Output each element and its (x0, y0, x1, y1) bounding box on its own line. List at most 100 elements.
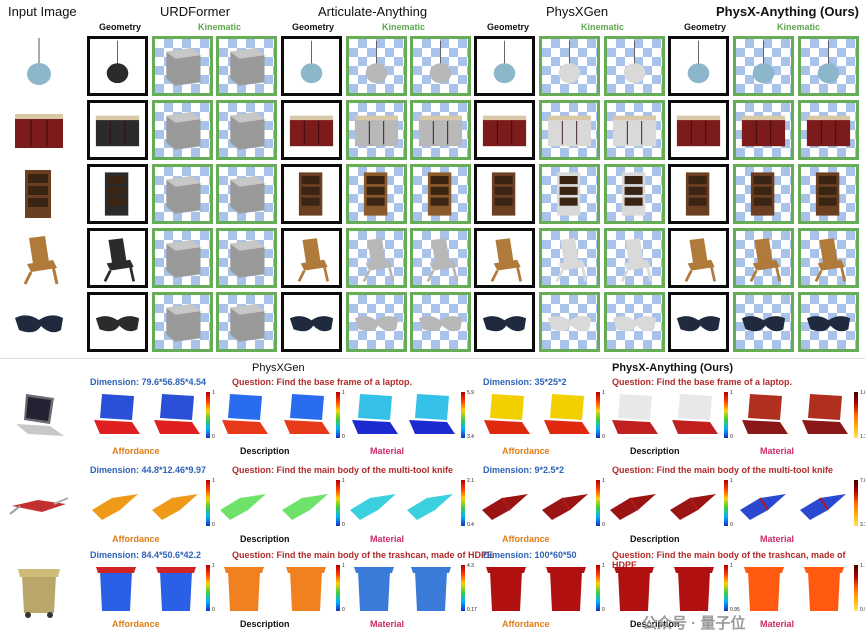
section-divider (0, 358, 865, 359)
question-label: Question: Find the main body of the mult… (232, 465, 453, 475)
description-label: Description (240, 446, 290, 456)
scale-min: 1.2 (860, 434, 865, 440)
attribute-render (798, 565, 850, 613)
material-label: Material (760, 446, 795, 456)
kinematic-render-pendant-lamp (798, 36, 859, 96)
geometry-render-pendant-lamp (668, 36, 729, 96)
geometry-render-bookshelf (668, 164, 729, 224)
scale-max: 1 (212, 478, 215, 484)
kinematic-render-sunglasses (539, 292, 600, 352)
kinematic-render-folding-chair (733, 228, 794, 288)
kinematic-label: Kinematic (198, 22, 242, 32)
geometry-render-folding-chair (668, 228, 729, 288)
attribute-render (668, 392, 720, 440)
geometry-label: Geometry (487, 22, 530, 32)
scale-max: 1 (730, 563, 733, 569)
kinematic-render-sunglasses (733, 292, 794, 352)
geometry-render-kitchen-cabinet (668, 100, 729, 160)
attribute-render (90, 392, 142, 440)
attribute-render (218, 480, 270, 528)
scale-max: 1 (730, 390, 733, 396)
color-scale-bar (461, 392, 465, 438)
attribute-render (738, 392, 790, 440)
geometry-render-sunglasses (87, 292, 148, 352)
affordance-label: Affordance (502, 534, 550, 544)
geometry-render-sunglasses (474, 292, 535, 352)
affordance-label: Affordance (112, 446, 160, 456)
attribute-render (540, 480, 592, 528)
color-scale-bar (336, 565, 340, 611)
question-label: Question: Find the main body of the tras… (612, 550, 846, 570)
scale-min: 0.95 (730, 607, 740, 613)
kinematic-label: Kinematic (382, 22, 426, 32)
attribute-render (150, 480, 202, 528)
geometry-render-kitchen-cabinet (474, 100, 535, 160)
kinematic-render-kitchen-cabinet (798, 100, 859, 160)
kinematic-render-folding-chair (798, 228, 859, 288)
kinematic-render-sunglasses (798, 292, 859, 352)
description-label: Description (240, 534, 290, 544)
watermark: 公众号 · 量子位 (642, 615, 746, 632)
description-label: Description (240, 619, 290, 629)
scale-min: 0 (602, 522, 605, 528)
affordance-label: Affordance (502, 619, 550, 629)
kinematic-render-pendant-lamp (410, 36, 471, 96)
attribute-render (280, 480, 332, 528)
kinematic-render-bookshelf (152, 164, 213, 224)
attribute-render (668, 480, 720, 528)
scale-max: 1.1 (860, 563, 865, 569)
color-scale-bar (461, 480, 465, 526)
input-object-trashcan (8, 561, 70, 621)
input-image-pendant-lamp (8, 36, 70, 96)
kinematic-render-kitchen-cabinet (152, 100, 213, 160)
scale-min: 0.17 (467, 607, 477, 613)
material-label: Material (760, 619, 795, 629)
attribute-render (738, 565, 790, 613)
attribute-render (608, 480, 660, 528)
input-image-kitchen-cabinet (8, 100, 70, 160)
color-scale-bar (854, 480, 858, 526)
scale-max: 1.8 (860, 390, 865, 396)
material-label: Material (760, 534, 795, 544)
question-label: Question: Find the main body of the tras… (232, 550, 494, 560)
geometry-label: Geometry (684, 22, 727, 32)
attribute-render (150, 392, 202, 440)
input-image-header: Input Image (8, 4, 77, 19)
geometry-label: Geometry (292, 22, 335, 32)
color-scale-bar (596, 480, 600, 526)
kinematic-render-sunglasses (410, 292, 471, 352)
geometry-render-kitchen-cabinet (281, 100, 342, 160)
attribute-render (405, 392, 457, 440)
color-scale-bar (596, 565, 600, 611)
scale-min: 0 (212, 434, 215, 440)
color-scale-bar (724, 565, 728, 611)
description-label: Description (630, 446, 680, 456)
color-scale-bar (854, 392, 858, 438)
dimension-label: Dimension: 84.4*50.6*42.2 (90, 550, 202, 560)
scale-min: 0 (342, 607, 345, 613)
color-scale-bar (724, 480, 728, 526)
kinematic-render-kitchen-cabinet (346, 100, 407, 160)
affordance-label: Affordance (502, 446, 550, 456)
kinematic-label: Kinematic (777, 22, 821, 32)
scale-max: 5.9 (467, 390, 474, 396)
kinematic-render-folding-chair (410, 228, 471, 288)
scale-max: 1 (212, 563, 215, 569)
geometry-render-pendant-lamp (474, 36, 535, 96)
attribute-render (348, 392, 400, 440)
color-scale-bar (336, 480, 340, 526)
attribute-render (480, 392, 532, 440)
input-image-sunglasses (8, 292, 70, 352)
color-scale-bar (596, 392, 600, 438)
scale-min: 0 (602, 607, 605, 613)
kinematic-render-sunglasses (346, 292, 407, 352)
attribute-render (218, 392, 270, 440)
kinematic-render-sunglasses (216, 292, 277, 352)
scale-min: 0.95 (860, 607, 865, 613)
scale-max: 1 (342, 390, 345, 396)
kinematic-render-bookshelf (410, 164, 471, 224)
physx-anything-section-title: PhysX-Anything (Ours) (612, 362, 734, 374)
scale-max: 1 (342, 563, 345, 569)
attribute-render (348, 480, 400, 528)
color-scale-bar (461, 565, 465, 611)
